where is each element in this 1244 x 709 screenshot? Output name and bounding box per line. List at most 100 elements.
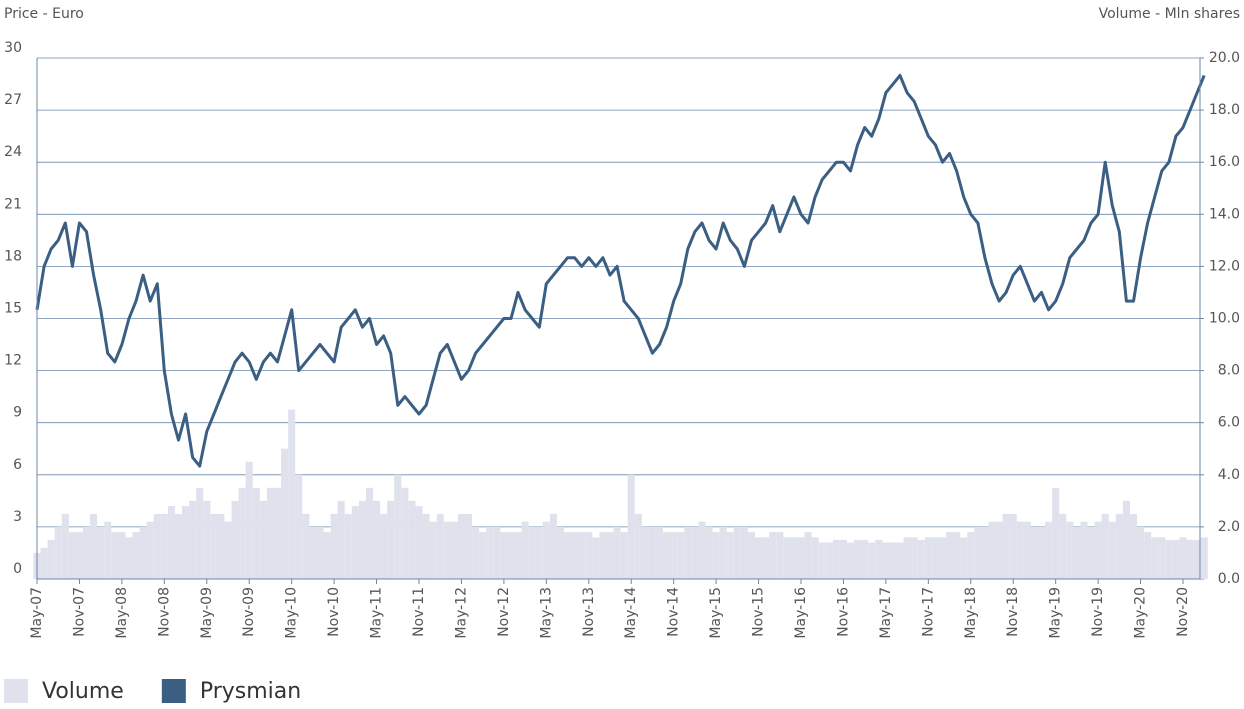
- volume-bar: [132, 532, 140, 579]
- y2-tick-label: 10.0: [1209, 311, 1240, 327]
- volume-bar: [436, 513, 444, 579]
- volume-bar: [549, 513, 557, 579]
- volume-bar: [1002, 513, 1010, 579]
- legend-label: Prysmian: [200, 679, 301, 704]
- x-tick-label: Nov-15: [751, 587, 767, 637]
- x-tick-label: May-12: [453, 587, 469, 639]
- volume-bar: [896, 542, 904, 579]
- volume-bar: [252, 487, 260, 579]
- volume-bar: [1158, 537, 1166, 579]
- volume-bar: [111, 532, 119, 579]
- volume-bar: [486, 526, 494, 579]
- volume-bar: [54, 526, 62, 579]
- x-tick-label: Nov-11: [411, 587, 427, 637]
- volume-bar: [118, 532, 126, 579]
- y2-tick-label: 8.0: [1218, 363, 1240, 379]
- volume-bar: [330, 513, 338, 579]
- x-tick-label: May-19: [1048, 587, 1064, 639]
- volume-bar: [882, 542, 890, 579]
- volume-bar: [684, 526, 692, 579]
- volume-bar: [443, 521, 451, 579]
- volume-bar: [592, 537, 600, 579]
- volume-bar: [1179, 537, 1187, 579]
- volume-bar: [422, 513, 430, 579]
- volume-bar: [528, 526, 536, 579]
- volume-bar: [1094, 521, 1102, 579]
- volume-bar: [365, 487, 374, 579]
- y-tick-label: 21: [4, 196, 22, 212]
- legend-label: Volume: [42, 679, 124, 704]
- x-tick-label: May-16: [793, 587, 809, 639]
- volume-bar: [691, 526, 699, 579]
- volume-bar: [641, 526, 649, 579]
- y-tick-label: 3: [13, 509, 22, 525]
- volume-bar: [938, 537, 947, 579]
- volume-bar: [1030, 526, 1038, 579]
- y-tick-label: 12: [4, 353, 22, 369]
- volume-bar: [217, 513, 225, 579]
- volume-bar: [316, 526, 324, 579]
- volume-bar: [995, 521, 1003, 579]
- volume-bar: [479, 532, 487, 579]
- volume-bar: [189, 500, 197, 579]
- volume-bar: [231, 500, 239, 579]
- volume-bar: [380, 513, 388, 579]
- volume-bar: [712, 532, 720, 579]
- y2-tick-label: 0.0: [1218, 571, 1240, 587]
- x-tick-label: Nov-14: [666, 587, 682, 637]
- volume-bar: [1052, 487, 1060, 579]
- volume-bar: [663, 532, 671, 579]
- volume-bar: [1165, 539, 1173, 579]
- y-tick-label: 18: [4, 248, 22, 264]
- legend-swatch: [161, 679, 186, 703]
- volume-bar: [1023, 521, 1031, 579]
- volume-bar: [811, 537, 819, 579]
- x-tick-label: May-13: [538, 587, 554, 639]
- y2-tick-label: 20.0: [1209, 50, 1240, 66]
- volume-bar: [160, 513, 168, 579]
- volume-bar: [825, 542, 833, 579]
- volume-bar: [344, 513, 352, 579]
- volume-bar: [776, 532, 784, 579]
- volume-bar: [40, 547, 48, 579]
- volume-bar: [1200, 537, 1208, 579]
- volume-bar: [1045, 521, 1053, 579]
- x-tick-label: Nov-07: [71, 587, 87, 637]
- volume-bar: [295, 474, 303, 579]
- volume-bar: [578, 532, 586, 579]
- volume-bar: [337, 500, 345, 579]
- y-tick-label: 15: [4, 301, 22, 317]
- volume-bar: [104, 521, 112, 579]
- x-tick-label: Nov-16: [835, 587, 851, 637]
- x-tick-label: Nov-13: [581, 587, 597, 637]
- volume-bar: [903, 537, 911, 579]
- volume-bar: [1080, 521, 1088, 579]
- volume-bar: [981, 526, 989, 579]
- volume-bar: [655, 526, 664, 579]
- volume-bar: [564, 532, 572, 579]
- volume-bar: [953, 532, 961, 579]
- volume-bar: [917, 539, 925, 579]
- volume-bar: [167, 506, 175, 579]
- volume-bar: [210, 513, 218, 579]
- x-tick-label: Nov-09: [241, 587, 257, 637]
- x-tick-label: May-08: [114, 587, 130, 639]
- volume-bar: [174, 513, 183, 579]
- volume-bar: [634, 513, 642, 579]
- volume-bar: [1059, 513, 1067, 579]
- volume-bar: [627, 474, 635, 579]
- volume-bar: [1087, 526, 1095, 579]
- volume-bar: [1193, 539, 1201, 579]
- y2-axis-title: Volume - Mln shares: [1099, 6, 1240, 22]
- volume-bar: [351, 506, 359, 579]
- volume-bar: [769, 532, 777, 579]
- volume-bar: [585, 532, 593, 579]
- volume-bar: [839, 539, 847, 579]
- volume-bar: [542, 521, 550, 579]
- volume-bar: [740, 526, 748, 579]
- volume-bar: [797, 537, 805, 579]
- volume-bar: [309, 526, 317, 579]
- y2-tick-label: 4.0: [1218, 467, 1240, 483]
- volume-bar: [1137, 526, 1145, 579]
- x-tick-label: Nov-17: [920, 587, 936, 637]
